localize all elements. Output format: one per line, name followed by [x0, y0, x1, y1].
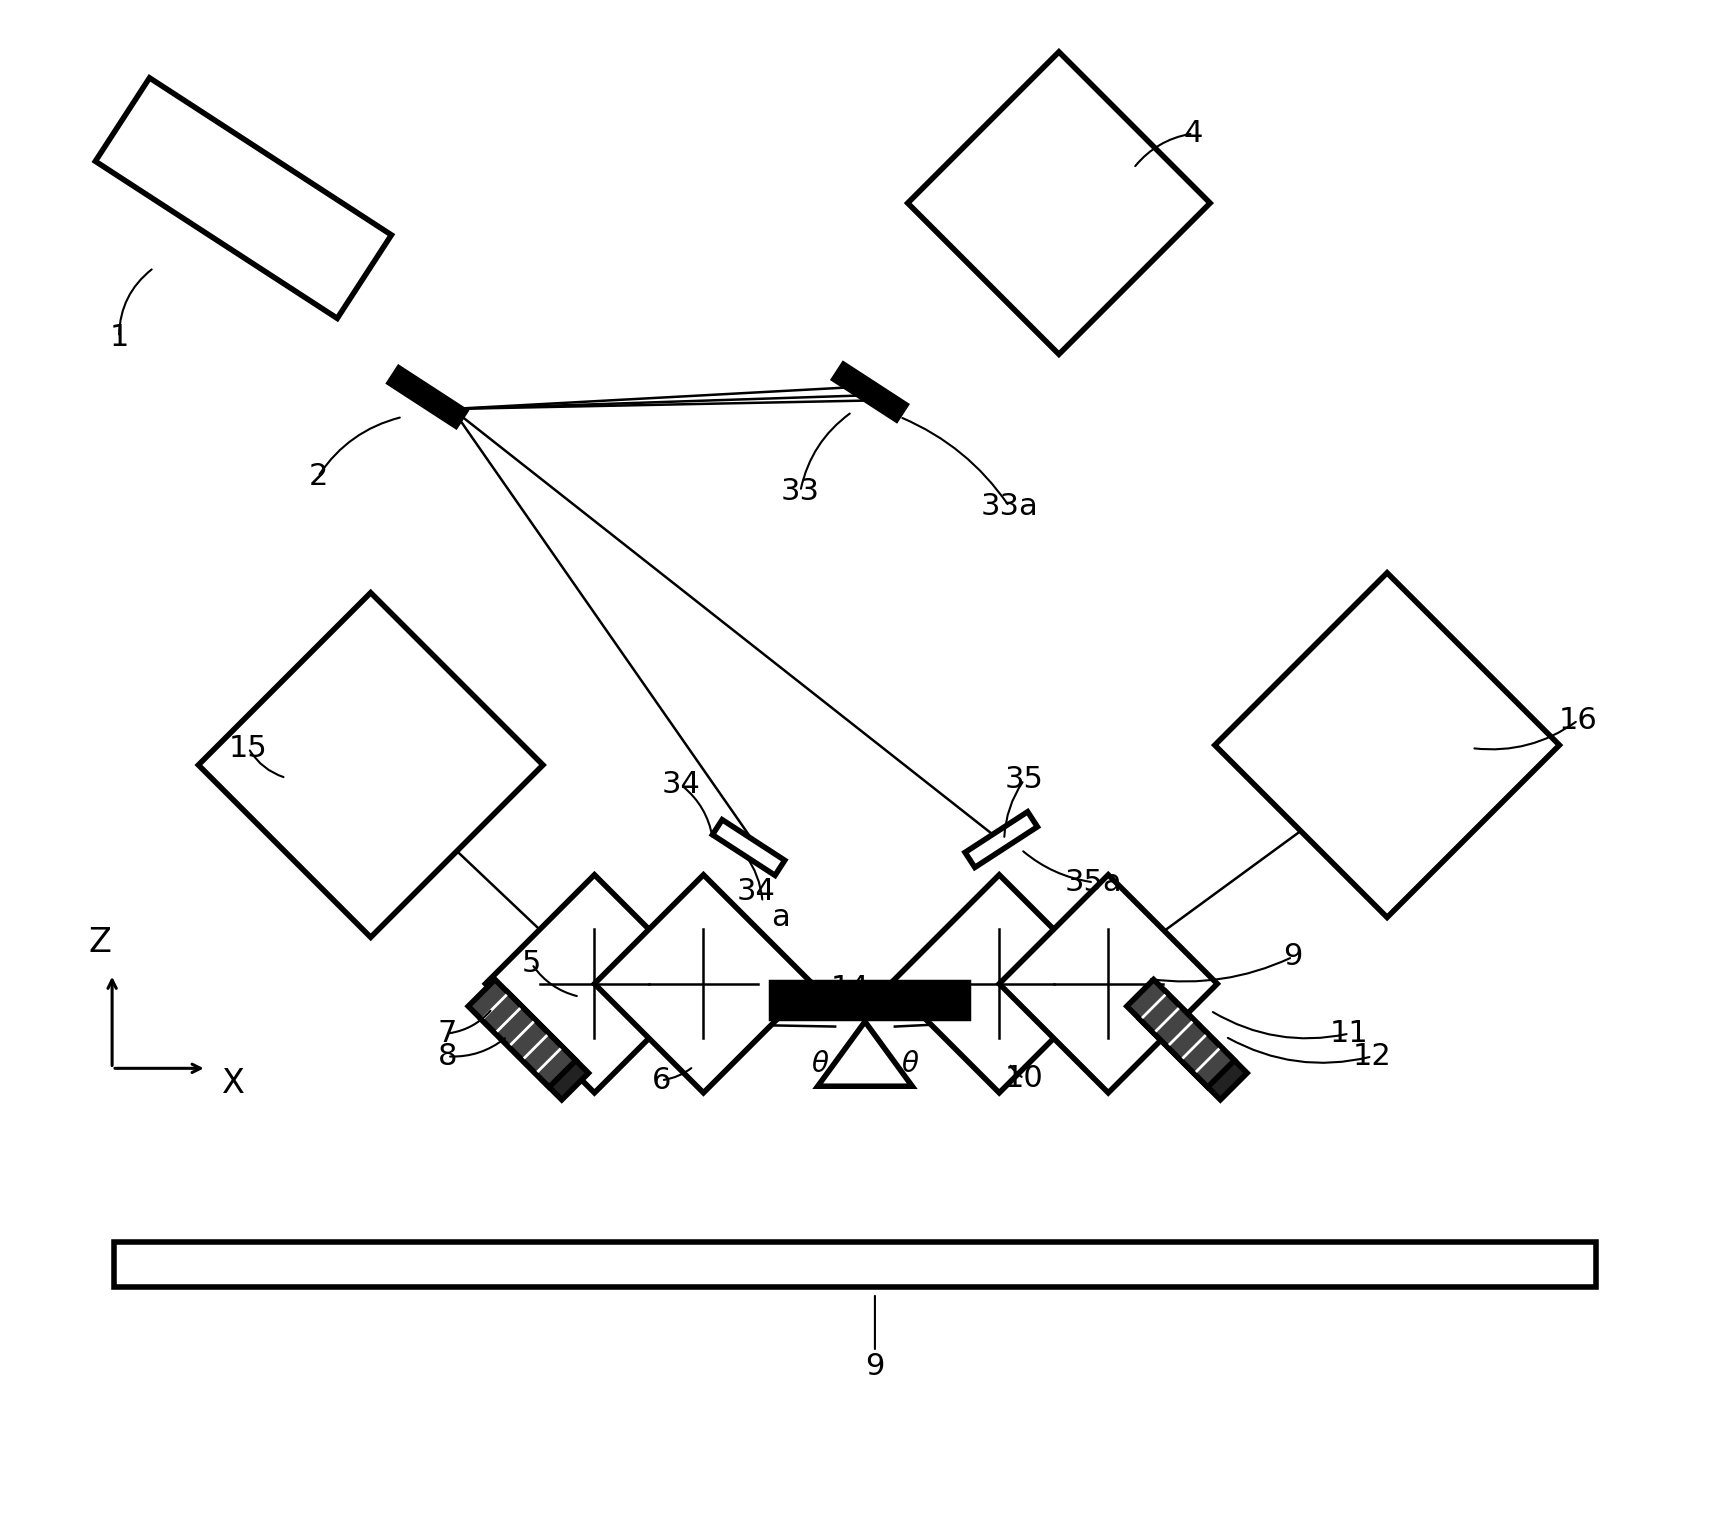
Text: Z: Z: [89, 925, 112, 959]
Text: a: a: [771, 902, 790, 931]
Text: 14: 14: [831, 974, 869, 1003]
Text: 11: 11: [1330, 1019, 1368, 1048]
Text: 9: 9: [866, 1353, 885, 1382]
Text: 8: 8: [437, 1041, 458, 1070]
Text: 7: 7: [437, 1019, 458, 1048]
Text: 5: 5: [521, 950, 542, 979]
Polygon shape: [198, 592, 544, 938]
Polygon shape: [1000, 875, 1217, 1093]
Text: 34: 34: [737, 876, 774, 906]
Text: 6: 6: [652, 1066, 671, 1095]
Polygon shape: [1139, 993, 1248, 1099]
Bar: [114, 1243, 1595, 1287]
Polygon shape: [712, 820, 785, 875]
Text: 10: 10: [1005, 1064, 1043, 1093]
Polygon shape: [1127, 979, 1234, 1087]
Text: 33a: 33a: [981, 492, 1038, 521]
Text: $\theta$: $\theta$: [811, 1051, 830, 1078]
Text: 35: 35: [1005, 765, 1043, 794]
Polygon shape: [1215, 573, 1559, 918]
Polygon shape: [594, 875, 812, 1093]
Text: 2: 2: [308, 463, 327, 492]
Text: 1: 1: [110, 322, 129, 351]
Text: 9: 9: [1282, 942, 1303, 971]
Polygon shape: [817, 1022, 912, 1086]
Polygon shape: [833, 365, 905, 420]
Polygon shape: [389, 368, 466, 426]
Polygon shape: [907, 52, 1210, 354]
Text: 15: 15: [229, 733, 268, 762]
Text: 35a: 35a: [1065, 867, 1122, 896]
Polygon shape: [485, 875, 704, 1093]
Polygon shape: [965, 812, 1038, 867]
Polygon shape: [468, 979, 577, 1087]
Text: 4: 4: [1184, 119, 1203, 148]
Text: X: X: [222, 1067, 244, 1099]
Text: 12: 12: [1353, 1041, 1392, 1070]
Bar: [771, 980, 969, 1019]
Text: 16: 16: [1559, 705, 1597, 734]
Polygon shape: [95, 78, 391, 318]
Polygon shape: [890, 875, 1108, 1093]
Text: 33: 33: [781, 476, 819, 505]
Text: $\theta$: $\theta$: [900, 1051, 919, 1078]
Polygon shape: [480, 993, 589, 1099]
Text: 34: 34: [661, 771, 700, 799]
